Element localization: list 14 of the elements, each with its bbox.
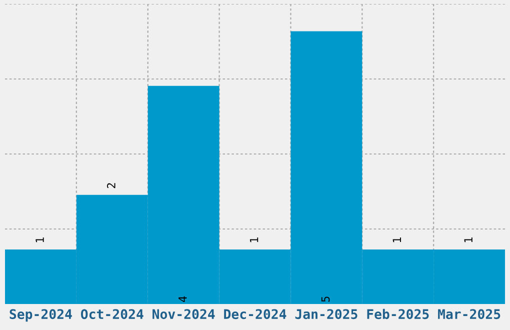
- data-label: 1: [392, 238, 401, 242]
- data-label: 1: [36, 238, 44, 242]
- x-tick-label: Mar-2025: [438, 309, 500, 320]
- x-tick-label: Jan-2025: [295, 309, 358, 320]
- x-tick-label: Nov-2024: [152, 309, 215, 320]
- data-label: 5: [321, 296, 330, 302]
- data-label: 2: [106, 183, 116, 188]
- x-tick-label: Dec-2024: [224, 309, 286, 320]
- data-label: 1: [464, 238, 472, 242]
- x-tick-label: Oct-2024: [80, 309, 144, 320]
- data-label: 1: [250, 238, 258, 242]
- x-tick-label: Feb-2025: [367, 308, 429, 320]
- data-label: 4: [178, 296, 187, 302]
- x-tick-label: Sep-2024: [10, 309, 72, 322]
